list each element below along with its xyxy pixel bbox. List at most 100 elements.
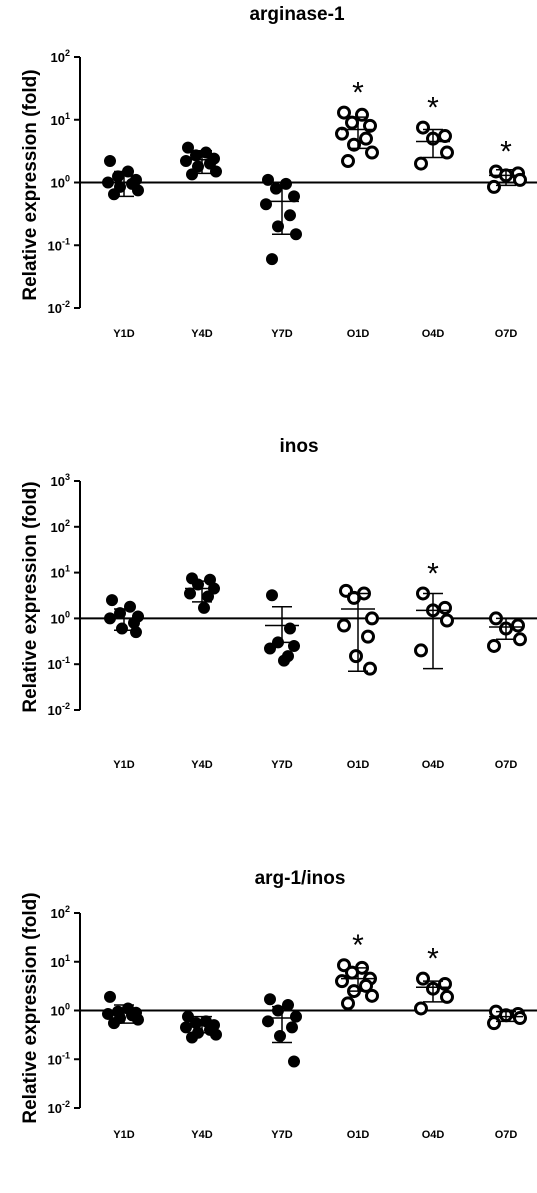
y-axis-label: Relative expression (fold) xyxy=(20,481,41,712)
y-tick-label: 100 xyxy=(51,174,70,191)
data-point xyxy=(278,654,290,667)
x-category-label: O4D xyxy=(422,759,445,771)
data-point xyxy=(288,190,300,203)
data-point xyxy=(365,988,379,1003)
data-point xyxy=(288,639,300,652)
data-point xyxy=(513,172,527,187)
data-point xyxy=(198,601,210,614)
data-point xyxy=(440,613,454,628)
data-point xyxy=(416,120,430,135)
data-point xyxy=(180,1021,192,1034)
data-point xyxy=(210,1028,222,1041)
data-point xyxy=(345,965,359,980)
data-point xyxy=(132,1013,144,1026)
y-tick-label: 101 xyxy=(51,564,70,581)
data-point xyxy=(192,160,204,173)
data-point xyxy=(286,1021,298,1034)
x-category-label: O7D xyxy=(495,759,518,771)
data-point xyxy=(288,1055,300,1068)
data-point xyxy=(102,1007,114,1020)
y-tick-label: 10-2 xyxy=(48,1099,70,1116)
data-point xyxy=(130,626,142,639)
data-point xyxy=(290,1010,302,1023)
panel-arg1-inos: arg-1/inos Relative expression (fold) 10… xyxy=(20,868,537,1141)
significance-marker: * xyxy=(427,943,439,976)
data-point xyxy=(359,131,373,146)
data-point xyxy=(264,993,276,1006)
data-point xyxy=(112,170,124,183)
data-point xyxy=(180,155,192,168)
chart-title: inos xyxy=(279,436,318,457)
data-point xyxy=(414,156,428,171)
x-category-label: O7D xyxy=(495,328,518,340)
data-point xyxy=(270,182,282,195)
data-point xyxy=(349,649,363,664)
x-category-label: O4D xyxy=(422,1129,445,1141)
y-tick-label: 103 xyxy=(51,472,70,489)
data-point xyxy=(438,129,452,144)
data-point xyxy=(274,1029,286,1042)
data-point xyxy=(182,141,194,154)
y-tick-label: 10-2 xyxy=(48,701,70,718)
y-tick-label: 102 xyxy=(51,48,70,65)
significance-marker: * xyxy=(500,135,512,168)
data-point xyxy=(347,590,361,605)
y-tick-label: 10-1 xyxy=(48,236,70,253)
x-category-label: Y7D xyxy=(271,1129,292,1141)
data-point xyxy=(511,618,525,633)
x-category-label: Y4D xyxy=(191,1129,212,1141)
data-point xyxy=(337,105,351,120)
significance-marker: * xyxy=(427,92,439,125)
x-category-label: Y1D xyxy=(113,328,134,340)
x-category-label: O1D xyxy=(347,328,370,340)
panel-inos: inos Relative expression (fold) 103 102 10… xyxy=(20,436,537,771)
y-tick-label: 100 xyxy=(51,609,70,626)
data-point xyxy=(284,622,296,635)
data-point xyxy=(365,145,379,160)
data-point xyxy=(347,137,361,152)
data-point xyxy=(132,184,144,197)
y-tick-label: 100 xyxy=(51,1002,70,1019)
data-point xyxy=(116,622,128,635)
data-point xyxy=(335,974,349,989)
x-category-label: O1D xyxy=(347,759,370,771)
data-point xyxy=(440,989,454,1004)
data-point xyxy=(190,1017,202,1030)
data-point xyxy=(186,168,198,181)
panel-arginase-1: arginase-1 Relative expression (fold) 10… xyxy=(20,4,537,340)
data-point xyxy=(260,198,272,211)
y-tick-label: 10-1 xyxy=(48,655,70,672)
data-point xyxy=(345,115,359,130)
data-point xyxy=(513,1011,527,1026)
data-point xyxy=(361,629,375,644)
data-point xyxy=(104,990,116,1003)
y-tick-label: 101 xyxy=(51,953,70,970)
x-category-label: Y7D xyxy=(271,759,292,771)
data-point xyxy=(272,220,284,233)
x-category-label: Y4D xyxy=(191,328,212,340)
significance-marker: * xyxy=(352,929,364,962)
data-point xyxy=(440,145,454,160)
data-point xyxy=(438,600,452,615)
data-point xyxy=(365,611,379,626)
y-axis-label: Relative expression (fold) xyxy=(20,892,41,1123)
y-tick-label: 102 xyxy=(51,518,70,535)
data-point xyxy=(210,165,222,178)
x-category-label: O7D xyxy=(495,1129,518,1141)
data-point xyxy=(266,253,278,266)
x-category-label: Y1D xyxy=(113,759,134,771)
data-point xyxy=(487,179,501,194)
significance-marker: * xyxy=(352,77,364,110)
y-tick-label: 10-1 xyxy=(48,1050,70,1067)
data-point xyxy=(266,589,278,602)
data-point xyxy=(290,228,302,241)
data-point xyxy=(414,1001,428,1016)
data-point xyxy=(184,587,196,600)
data-point xyxy=(363,661,377,676)
data-point xyxy=(280,177,292,190)
data-point xyxy=(335,126,349,141)
y-tick-label: 102 xyxy=(51,904,70,921)
data-point xyxy=(363,118,377,133)
data-point xyxy=(487,638,501,653)
